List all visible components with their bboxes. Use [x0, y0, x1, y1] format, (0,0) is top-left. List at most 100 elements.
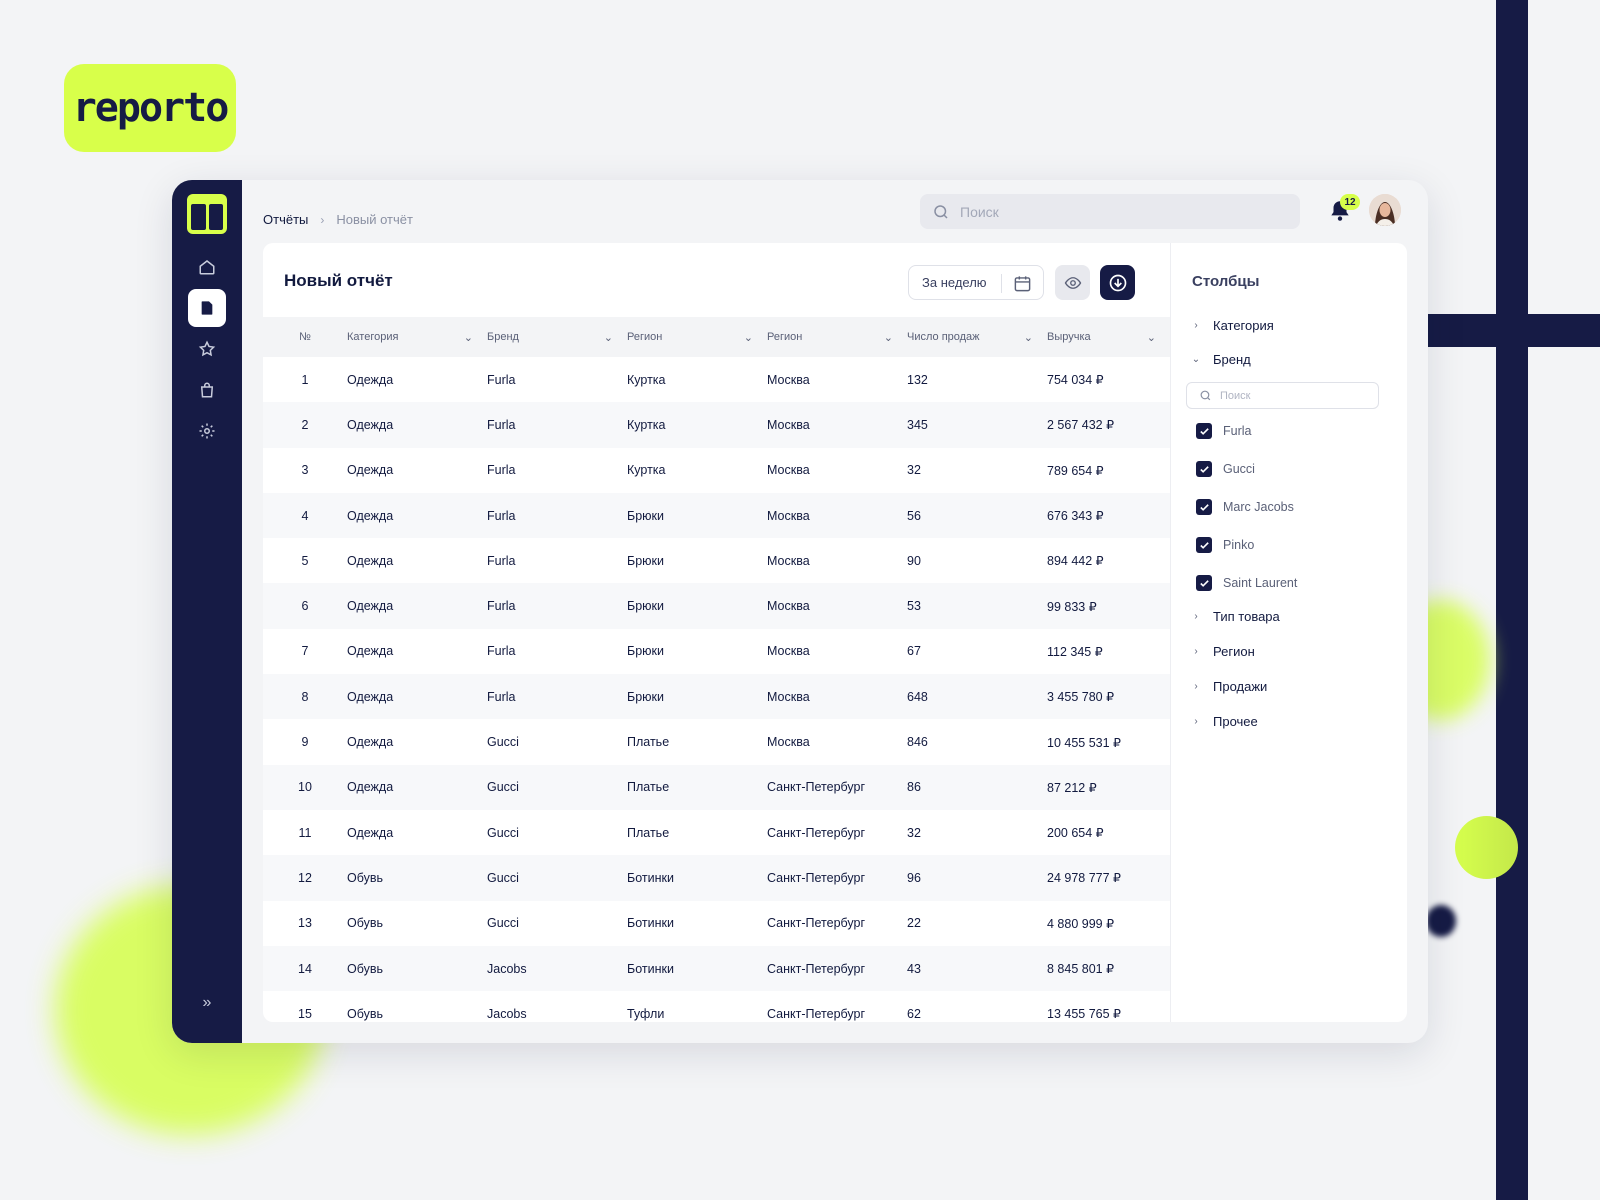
- star-icon: [198, 340, 216, 357]
- column-header-sales-count[interactable]: Число продаж ⌄: [907, 331, 1033, 344]
- sidebar-item-home[interactable]: [188, 248, 226, 286]
- cell-revenue: 112 345 ₽: [1047, 644, 1103, 659]
- cell-region: Санкт-Петербург: [767, 780, 866, 795]
- brand-logo: reporto: [64, 64, 236, 152]
- cell-sales-count: 846: [907, 735, 928, 750]
- column-header-brand[interactable]: Бренд ⌄: [487, 331, 613, 344]
- cell-region: Куртка: [627, 417, 666, 432]
- cell-revenue: 8 845 801 ₽: [1047, 962, 1115, 976]
- brand-search-input[interactable]: [1220, 389, 1370, 402]
- brand-option-pinko[interactable]: Pinko: [1196, 537, 1254, 553]
- sidebar-item-reports[interactable]: [188, 289, 226, 327]
- cell-sales-count: 22: [907, 916, 921, 931]
- sidebar-item-orders[interactable]: [188, 371, 226, 409]
- table-row[interactable]: 15 Обувь Jacobs Туфли Санкт-Петербург 62 13 45…: [263, 991, 1170, 1022]
- table-row[interactable]: 11 Одежда Gucci Платье Санкт-Петербург 32 200 …: [263, 810, 1170, 855]
- notification-badge: 12: [1340, 194, 1360, 210]
- brand-option-saint-laurent[interactable]: Saint Laurent: [1196, 575, 1297, 591]
- decor-bar-horizontal: [1427, 314, 1600, 347]
- column-group-category[interactable]: › Категория: [1191, 318, 1273, 333]
- table-row[interactable]: 9 Одежда Gucci Платье Москва 846 10 455 531 ₽: [263, 719, 1170, 764]
- table-row[interactable]: 1 Одежда Furla Куртка Москва 132 754 034 ₽: [263, 357, 1170, 402]
- bag-icon: [200, 382, 214, 398]
- column-header-region-1[interactable]: Регион ⌄: [627, 331, 753, 344]
- cell-sales-count: 67: [907, 644, 921, 659]
- table-row[interactable]: 2 Одежда Furla Куртка Москва 345 2 567 432 ₽: [263, 402, 1170, 448]
- sidebar: »: [172, 180, 242, 1043]
- cell-number: 1: [301, 372, 309, 387]
- column-group-other[interactable]: › Прочее: [1191, 714, 1258, 729]
- breadcrumb: Отчёты › Новый отчёт: [263, 212, 413, 227]
- cell-category: Одежда: [347, 508, 394, 523]
- table-row[interactable]: 4 Одежда Furla Брюки Москва 56 676 343 ₽: [263, 492, 1170, 539]
- column-group-label: Прочее: [1213, 714, 1258, 729]
- table-row[interactable]: 5 Одежда Furla Брюки Москва 90 894 442 ₽: [263, 538, 1170, 583]
- cell-sales-count: 96: [907, 870, 921, 885]
- table-row[interactable]: 3 Одежда Furla Куртка Москва 32 789 654 ₽: [263, 448, 1170, 493]
- table-row[interactable]: 14 Обувь Jacobs Ботинки Санкт-Петербург 43 8 8…: [263, 945, 1170, 992]
- cell-region: Москва: [767, 372, 810, 387]
- column-group-label: Регион: [1213, 644, 1255, 659]
- gear-icon: [199, 423, 215, 439]
- cell-region: Брюки: [627, 553, 664, 568]
- report-table-container[interactable]: № Категория ⌄ Бренд ⌄ Регион ⌄ Регион ⌄ Числ…: [263, 317, 1170, 1022]
- cell-category: Одежда: [347, 825, 394, 840]
- cell-category: Обувь: [347, 961, 384, 976]
- brand-option-gucci[interactable]: Gucci: [1196, 461, 1255, 477]
- breadcrumb-reports-link[interactable]: Отчёты: [263, 212, 309, 227]
- cell-number: 5: [301, 553, 309, 568]
- avatar[interactable]: [1369, 194, 1401, 226]
- table-row[interactable]: 12 Обувь Gucci Ботинки Санкт-Петербург 96 24 9…: [263, 855, 1170, 901]
- download-button[interactable]: [1100, 265, 1135, 300]
- brand-logo-text: reporto: [72, 85, 230, 131]
- brand-option-marc-jacobs[interactable]: Marc Jacobs: [1196, 499, 1294, 515]
- column-group-product-type[interactable]: › Тип товара: [1191, 609, 1279, 624]
- preview-button[interactable]: [1055, 265, 1090, 300]
- chevron-right-icon: ›: [1194, 646, 1198, 657]
- checkbox-checked-icon: [1196, 537, 1212, 553]
- cell-region: Куртка: [627, 463, 666, 478]
- brand-option-furla[interactable]: Furla: [1196, 423, 1251, 439]
- cell-region: Санкт-Петербург: [767, 916, 866, 931]
- sidebar-item-settings[interactable]: [188, 412, 226, 450]
- cell-brand: Furla: [487, 417, 516, 432]
- table-row[interactable]: 7 Одежда Furla Брюки Москва 67 112 345 ₽: [263, 629, 1170, 674]
- cell-number: 11: [298, 825, 312, 840]
- column-group-region[interactable]: › Регион: [1191, 644, 1255, 659]
- table-row[interactable]: 6 Одежда Furla Брюки Москва 53 99 833 ₽: [263, 583, 1170, 629]
- cell-brand: Gucci: [487, 916, 519, 931]
- cell-region: Санкт-Петербург: [767, 1006, 866, 1021]
- page-title: Новый отчёт: [284, 271, 393, 290]
- cell-region: Москва: [767, 735, 810, 750]
- column-group-brand[interactable]: ⌄ Бренд: [1191, 352, 1251, 367]
- column-header-region-2[interactable]: Регион ⌄: [767, 331, 893, 344]
- checkbox-checked-icon: [1196, 499, 1212, 515]
- search-input[interactable]: [960, 203, 1260, 220]
- chevron-down-icon: ⌄: [1023, 331, 1033, 344]
- table-row[interactable]: 8 Одежда Furla Брюки Москва 648 3 455 780 ₽: [263, 674, 1170, 720]
- cell-revenue: 3 455 780 ₽: [1047, 690, 1115, 705]
- cell-region: Москва: [767, 689, 810, 704]
- cell-revenue: 99 833 ₽: [1047, 599, 1097, 614]
- period-selector[interactable]: За неделю: [908, 265, 1044, 300]
- period-label: За неделю: [922, 275, 987, 290]
- column-header-revenue[interactable]: Выручка ⌄: [1047, 331, 1156, 344]
- cell-brand: Furla: [487, 644, 516, 659]
- cell-region: Санкт-Петербург: [767, 961, 866, 976]
- column-header-category[interactable]: Категория ⌄: [347, 331, 473, 344]
- table-row[interactable]: 13 Обувь Gucci Ботинки Санкт-Петербург 22 4 88…: [263, 901, 1170, 946]
- column-header-number: №: [299, 331, 311, 343]
- brand-search: [1186, 382, 1379, 409]
- sidebar-expand-button[interactable]: »: [202, 994, 212, 1011]
- cell-sales-count: 90: [907, 553, 921, 568]
- column-group-sales[interactable]: › Продажи: [1191, 679, 1267, 694]
- cell-category: Одежда: [347, 372, 394, 387]
- cell-brand: Gucci: [487, 735, 519, 750]
- cell-number: 7: [301, 644, 309, 659]
- sidebar-item-favorites[interactable]: [188, 330, 226, 368]
- cell-region: Брюки: [627, 508, 664, 523]
- cell-revenue: 2 567 432 ₽: [1047, 418, 1115, 433]
- cell-region: Платье: [627, 825, 670, 840]
- table-row[interactable]: 10 Одежда Gucci Платье Санкт-Петербург 86 87 2…: [263, 764, 1170, 810]
- cell-revenue: 676 343 ₽: [1047, 509, 1104, 524]
